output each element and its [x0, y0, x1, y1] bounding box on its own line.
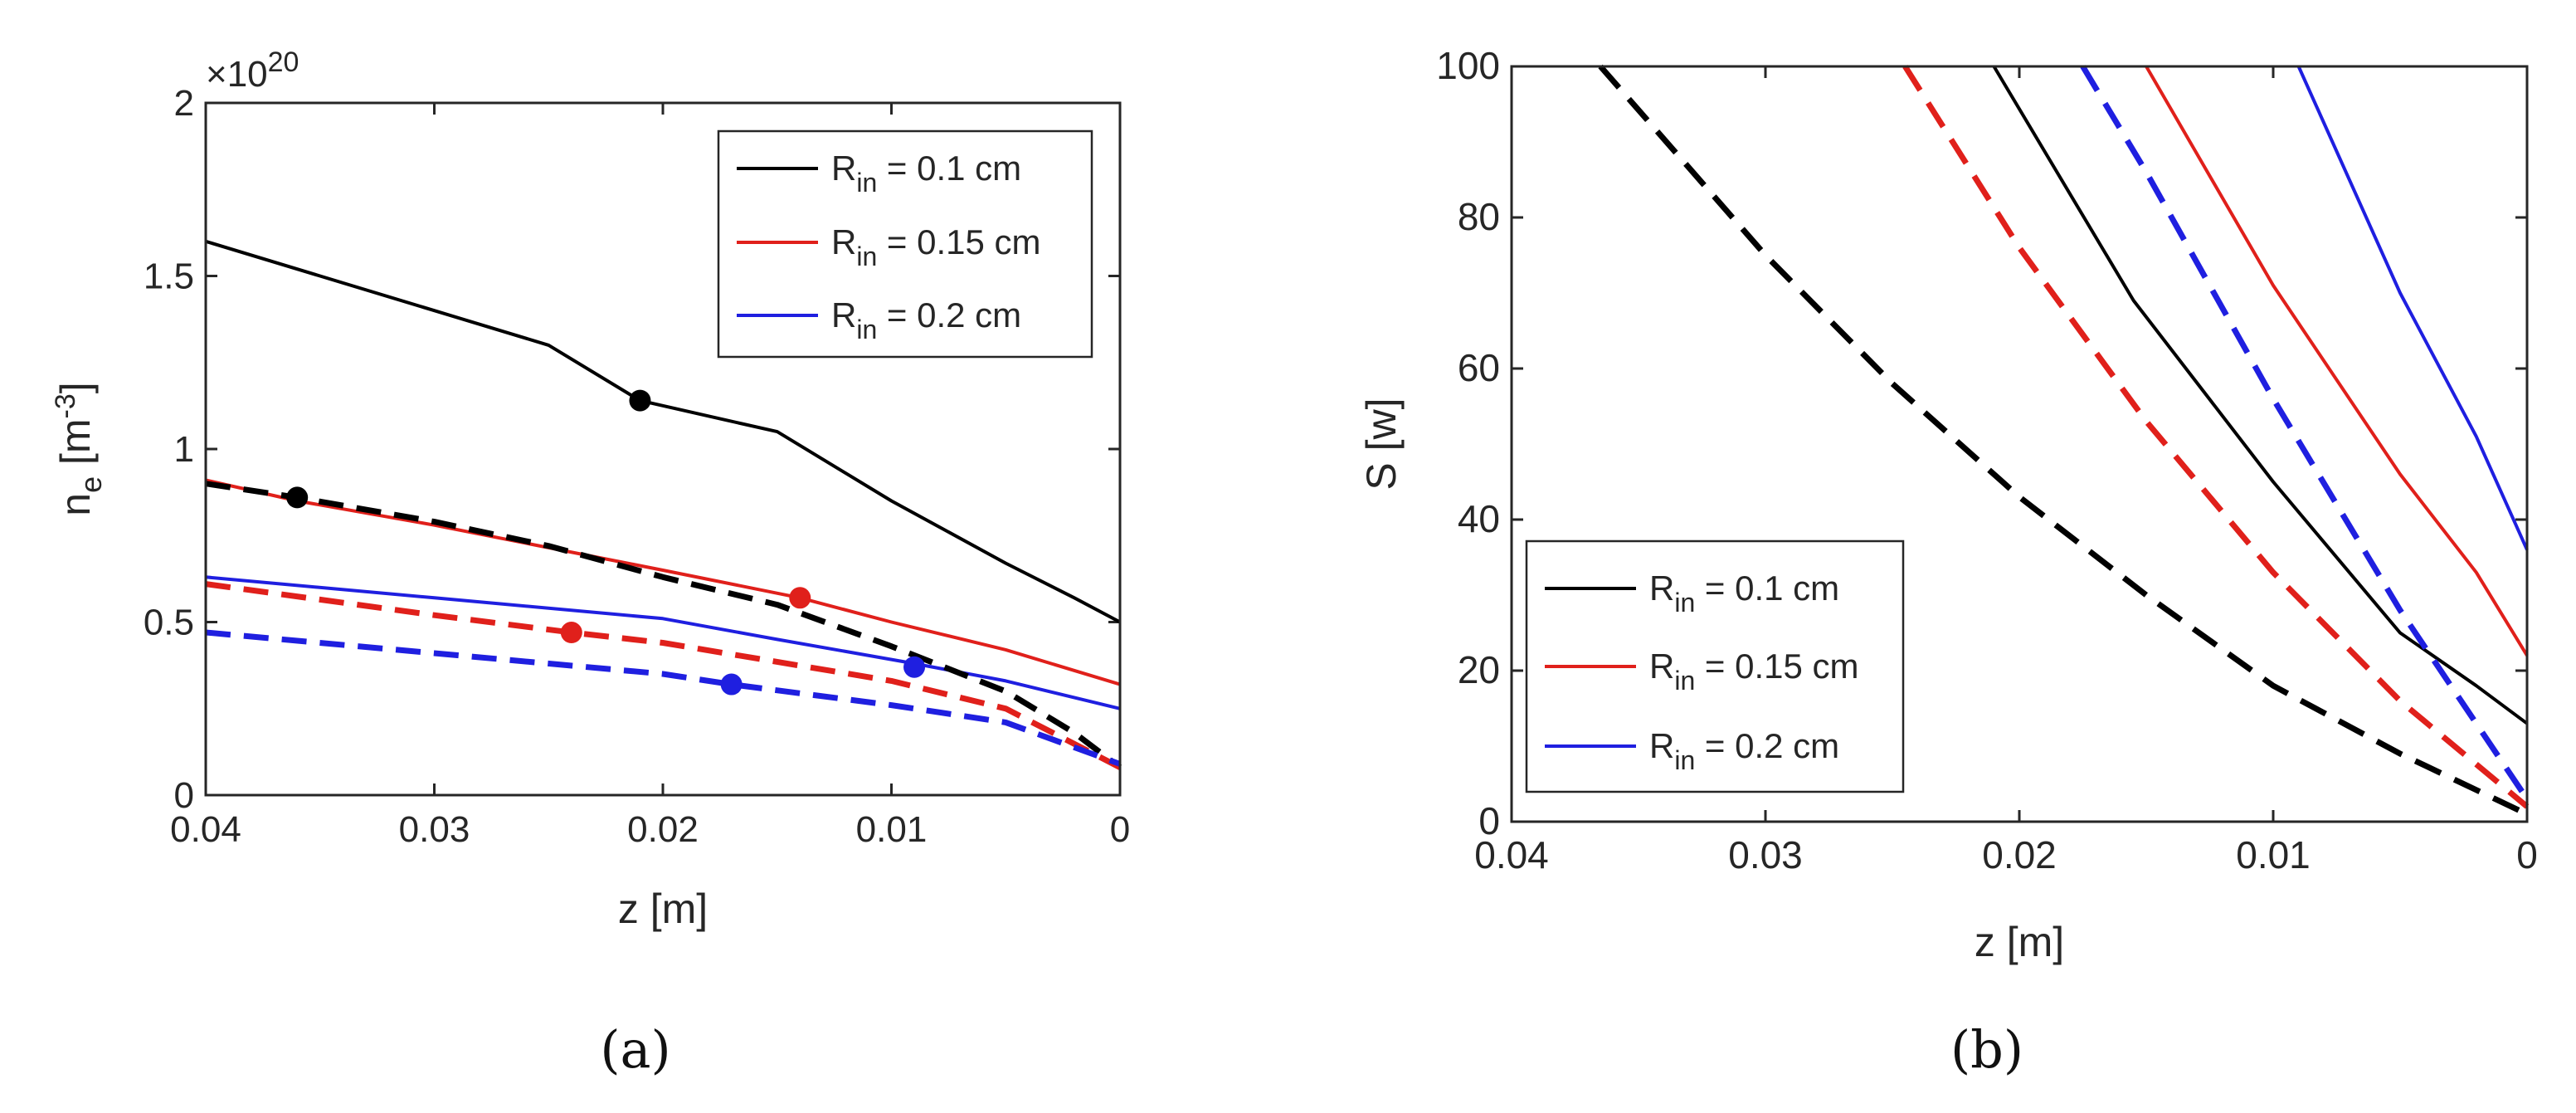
x-tick-label: 0 [2516, 833, 2538, 876]
x-tick-label: 0.02 [627, 809, 699, 850]
x-axis-label-b: z [m] [1975, 919, 2064, 965]
legend-entry-a-0: Rin = 0.1 cm [831, 149, 1021, 198]
series-line-b-4 [1902, 65, 2530, 809]
y-exponent-power: 20 [268, 46, 299, 78]
legend-entry-b-1: Rin = 0.15 cm [1649, 647, 1859, 696]
legend-entry-b-2: Rin = 0.2 cm [1649, 726, 1839, 775]
series-group-b [1598, 64, 2530, 818]
marker-point-4 [903, 656, 926, 678]
series-line-a-0 [205, 239, 1121, 624]
markers-group-a [286, 389, 926, 696]
panel-label-b: (b) [1950, 1019, 2023, 1080]
panel-label-a: (a) [600, 1019, 670, 1080]
y-label-unit-post: ] [52, 382, 99, 393]
series-line-a-2 [205, 575, 1121, 710]
x-tick-label: 0.04 [170, 809, 241, 850]
series-line-b-1 [2145, 65, 2529, 657]
y-label-unit-pre: [m [52, 418, 99, 476]
legend-entry-a-2: Rin = 0.2 cm [831, 295, 1021, 344]
series-line-b-2 [2296, 66, 2529, 551]
marker-point-0 [629, 389, 651, 412]
y-tick-label: 1.5 [144, 256, 194, 297]
y-tick-label: 20 [1458, 648, 1500, 691]
marker-point-2 [789, 587, 811, 609]
series-line-a-5 [205, 629, 1122, 767]
y-label-main: n [52, 493, 99, 516]
series-line-a-1 [205, 478, 1121, 686]
chart-panel-b: 0.04 0.03 0.02 0.01 0 0 20 40 60 80 100 z [m] S [w… [1358, 44, 2538, 1080]
legend-entry-a-1: Rin = 0.15 cm [831, 222, 1041, 271]
x-tick-label: 0.04 [1474, 833, 1549, 876]
x-tick-label: 0.02 [1982, 833, 2057, 876]
y-tick-label: 0.5 [144, 603, 194, 643]
series-line-b-3 [1598, 64, 2529, 818]
marker-point-1 [286, 486, 309, 509]
x-tick-label: 0.03 [399, 809, 470, 850]
x-tick-label: 0 [1110, 809, 1130, 850]
series-group-a [205, 239, 1122, 770]
tick-labels-b: 0.04 0.03 0.02 0.01 0 0 20 40 60 80 100 [1436, 44, 2538, 876]
y-exponent-a: ×1020 [206, 46, 299, 95]
plot-frame-a [204, 101, 1122, 797]
marker-point-3 [560, 622, 582, 644]
series-line-b-0 [1992, 65, 2529, 725]
legend-entry-b-0: Rin = 0.1 cm [1649, 569, 1839, 618]
y-tick-label: 40 [1458, 497, 1500, 540]
y-axis-label-a: ne [m-3] [50, 382, 108, 515]
x-axis-label-a: z [m] [618, 886, 708, 932]
y-axis-label-b: S [w] [1358, 398, 1405, 490]
y-tick-label: 100 [1436, 44, 1500, 87]
y-tick-label: 80 [1458, 195, 1500, 238]
y-tick-label: 0 [1478, 799, 1500, 842]
y-exponent-prefix: ×10 [206, 54, 268, 95]
y-label-sub: e [74, 476, 108, 493]
legend-b: Rin = 0.1 cm Rin = 0.15 cm Rin = 0.2 cm [1525, 539, 1905, 793]
y-label-unit-sup: -3 [50, 393, 81, 418]
x-tick-label: 0.01 [2236, 833, 2311, 876]
y-tick-label: 1 [174, 429, 194, 470]
series-line-a-4 [205, 581, 1122, 770]
plot-frame-b [1510, 65, 2529, 823]
y-tick-label: 2 [174, 83, 194, 124]
y-tick-label: 0 [174, 775, 194, 816]
legend-a: Rin = 0.1 cm Rin = 0.15 cm Rin = 0.2 cm [717, 129, 1093, 359]
tick-labels-a: 0.04 0.03 0.02 0.01 0 0 0.5 1 1.5 2 [144, 83, 1130, 850]
series-line-b-5 [2080, 65, 2530, 801]
series-line-a-3 [205, 481, 1122, 770]
x-tick-label: 0.01 [856, 809, 928, 850]
y-tick-label: 60 [1458, 346, 1500, 389]
marker-point-5 [720, 673, 743, 696]
chart-panel-a: 0.04 0.03 0.02 0.01 0 0 0.5 1 1.5 2 ×1020 z [m] n… [50, 46, 1130, 1080]
x-tick-label: 0.03 [1728, 833, 1803, 876]
